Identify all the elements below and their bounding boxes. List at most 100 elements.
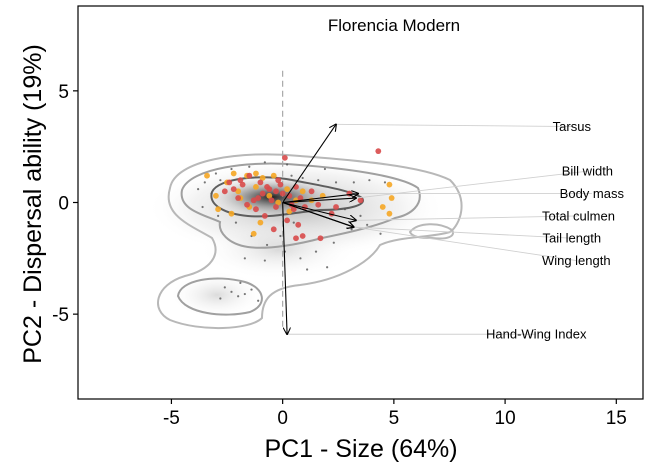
background-point: [366, 223, 369, 226]
fossil-point: [388, 195, 395, 201]
x-axis-ticks: -5 0 5 10 15: [163, 399, 627, 429]
modern-point: [315, 201, 322, 208]
contour-mid: [180, 162, 421, 249]
loading-arrow-wing-length: [282, 201, 354, 228]
modern-point: [293, 235, 299, 242]
loading-labels: Tarsus Bill width Body mass Total culmen Tai…: [486, 119, 624, 342]
fossil-point: [250, 230, 257, 237]
leader-line-tail-length: [353, 226, 572, 239]
x-tick-label: -5: [163, 408, 180, 429]
loading-label-wing-length: Wing length: [542, 253, 611, 268]
background-point: [250, 288, 253, 291]
background-point: [203, 181, 206, 184]
y-tick-label: -5: [52, 305, 69, 326]
fossil-point: [275, 199, 282, 206]
background-point: [265, 243, 269, 247]
background-point: [263, 161, 266, 164]
modern-point: [297, 195, 304, 201]
background-point: [301, 176, 304, 180]
modern-point: [259, 190, 266, 197]
modern-point: [235, 195, 242, 201]
background-point: [379, 232, 382, 235]
fossil-point: [379, 204, 386, 210]
background-point: [323, 167, 327, 171]
background-point: [299, 257, 302, 260]
loading-arrow-hand-wing-index: [282, 202, 287, 335]
fossil-point: [213, 192, 219, 199]
fossil-point: [286, 208, 293, 215]
background-point: [248, 165, 251, 168]
fossil-point: [270, 172, 277, 179]
modern-point: [290, 206, 297, 213]
background-point: [257, 299, 260, 302]
modern-points: [221, 148, 382, 242]
y-axis-ticks: -5 0 5: [52, 82, 78, 326]
modern-point: [299, 233, 306, 239]
modern-point: [333, 204, 339, 210]
modern-point: [295, 221, 302, 228]
background-point: [197, 188, 200, 191]
modern-point: [226, 179, 233, 186]
modern-point: [253, 206, 259, 213]
background-point: [214, 172, 218, 175]
density-mid-lobe: [198, 220, 358, 280]
background-point: [239, 281, 242, 284]
x-tick-label: 15: [606, 408, 627, 429]
background-point: [334, 181, 338, 184]
background-point: [230, 167, 233, 171]
fossil-point: [266, 192, 273, 199]
fossil-point: [299, 188, 306, 195]
loading-arrow-tarsus: [282, 124, 336, 203]
background-point: [317, 179, 320, 182]
modern-point: [273, 204, 279, 210]
loading-arrow-bill-width: [282, 198, 356, 204]
background-point: [368, 179, 371, 182]
loading-arrows: [282, 124, 359, 335]
modern-point: [281, 154, 288, 161]
fossil-point: [257, 219, 264, 226]
background-point: [263, 259, 266, 262]
background-point: [326, 266, 329, 269]
fossil-point: [284, 186, 290, 193]
modern-point: [279, 190, 286, 197]
y-tick-label: 5: [58, 82, 69, 103]
fossil-point: [230, 170, 237, 177]
fossil-point: [204, 172, 210, 179]
background-point: [230, 290, 233, 293]
fossil-point: [386, 181, 393, 188]
background-point: [383, 181, 387, 184]
background-point: [279, 234, 282, 238]
modern-point: [357, 197, 364, 204]
modern-point: [375, 148, 382, 155]
modern-point: [257, 179, 264, 186]
contour-outer: [157, 153, 463, 329]
background-point: [210, 192, 213, 195]
background-point: [306, 268, 309, 271]
loading-arrow-total-culmen: [282, 201, 356, 221]
modern-point: [237, 177, 244, 184]
background-point: [201, 205, 204, 209]
modern-point: [261, 212, 268, 219]
chart-title: Florencia Modern: [328, 16, 460, 35]
loading-label-tarsus: Tarsus: [553, 119, 592, 134]
background-point: [343, 208, 347, 211]
x-tick-label: 0: [277, 408, 288, 429]
background-point: [217, 214, 220, 217]
x-tick-label: 10: [495, 408, 516, 429]
modern-point: [230, 186, 237, 193]
background-point: [292, 221, 295, 224]
modern-point: [273, 188, 279, 195]
modern-point: [277, 181, 284, 188]
modern-point: [317, 235, 324, 242]
background-point: [219, 297, 222, 300]
loading-arrow-body-mass: [282, 194, 359, 204]
fossil-point: [228, 210, 235, 217]
fossil-point: [386, 210, 393, 217]
modern-point: [244, 201, 250, 208]
fossil-point: [235, 188, 242, 195]
modern-point: [239, 181, 246, 188]
background-point: [359, 214, 362, 217]
modern-point: [270, 226, 277, 233]
background-point: [350, 228, 353, 231]
